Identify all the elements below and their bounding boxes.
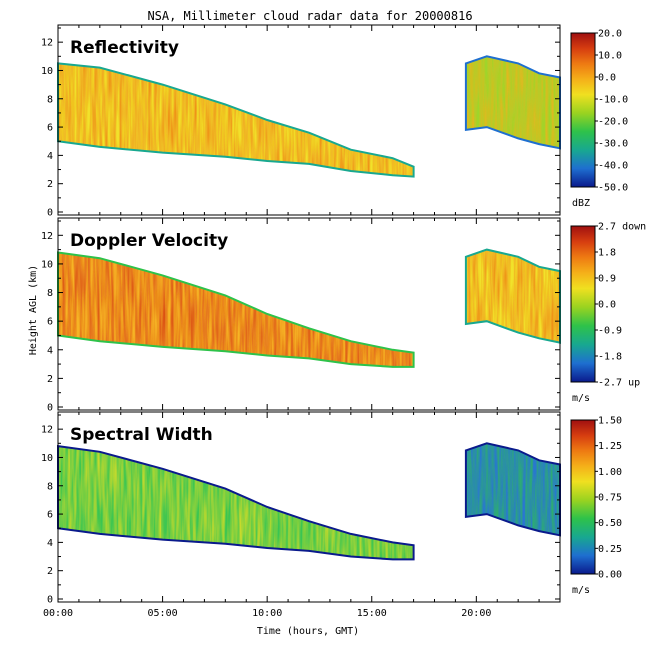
y-tick-label: 8 [47, 94, 53, 105]
y-tick-label: 12 [41, 425, 53, 436]
y-tick-label: 6 [47, 123, 53, 134]
figure-title: NSA, Millimeter cloud radar data for 200… [147, 9, 472, 23]
colorbar-label: -10.0 [598, 95, 628, 106]
panel-2: 0 2 4 6 8 10 12 Doppler Velocity 2.7 down 1.8 0.9 0… [41, 217, 646, 414]
y-tick-label: 6 [47, 317, 53, 328]
y-tick-label: 0 [47, 208, 53, 219]
colorbar-label: -2.7 up [598, 378, 640, 389]
y-tick-label: 8 [47, 288, 53, 299]
y-axis-label: Height AGL (km) [28, 265, 39, 355]
colorbar-label: -20.0 [598, 117, 628, 128]
colorbar-label: 0.50 [598, 518, 622, 529]
colorbar-label: 0.25 [598, 544, 622, 555]
cloud-layer-edge [57, 444, 415, 561]
x-tick-label: 10:00 [252, 608, 282, 619]
colorbar-label: -0.9 [598, 326, 622, 337]
x-tick-label: 20:00 [461, 608, 491, 619]
colorbar-label: 0.9 [598, 274, 616, 285]
cloud-layer-texture [465, 443, 560, 536]
y-tick-label: 6 [47, 510, 53, 521]
colorbar-label: -30.0 [598, 139, 628, 150]
colorbar-unit: m/s [572, 585, 590, 596]
cloud-layer-texture [58, 446, 414, 560]
cloud-layer-texture [465, 56, 560, 149]
y-tick-label: 12 [41, 231, 53, 242]
colorbar-label: 10.0 [598, 51, 622, 62]
y-tick-label: 10 [41, 453, 53, 464]
colorbar-label: 1.00 [598, 467, 622, 478]
y-tick-label: 4 [47, 538, 53, 549]
cloud-layer-texture [465, 249, 560, 343]
panel-title: Doppler Velocity [70, 231, 228, 251]
colorbar [570, 419, 596, 575]
y-tick-label: 2 [47, 566, 53, 577]
colorbar-unit: dBZ [572, 198, 590, 209]
colorbar [570, 225, 596, 383]
x-tick-label: 00:00 [43, 608, 73, 619]
x-axis-label: Time (hours, GMT) [257, 626, 359, 637]
y-tick-label: 8 [47, 481, 53, 492]
y-tick-label: 10 [41, 259, 53, 270]
y-tick-label: 10 [41, 66, 53, 77]
panel-3: 0 2 4 6 8 10 12 00:00 05:00 10:00 15:00 20:00 Spectr… [41, 411, 622, 619]
x-tick-label: 15:00 [357, 608, 387, 619]
panel-1: 0 2 4 6 8 10 12 Reflectivity 20.0 10.0 0.0 -10.0 -20… [41, 24, 628, 219]
y-tick-label: 12 [41, 38, 53, 49]
x-tick-label: 05:00 [148, 608, 178, 619]
colorbar-label: 0.0 [598, 73, 616, 84]
colorbar-label: -40.0 [598, 161, 628, 172]
y-tick-label: 4 [47, 345, 53, 356]
panel-title: Spectral Width [70, 425, 213, 445]
cloud-layer-texture [58, 63, 414, 177]
y-tick-label: 2 [47, 374, 53, 385]
panel-title: Reflectivity [70, 38, 179, 58]
colorbar-label: 2.7 down [598, 222, 646, 233]
y-tick-label: 0 [47, 595, 53, 606]
colorbar-label: -1.8 [598, 352, 622, 363]
cloud-layer-edge [57, 62, 415, 178]
cloud-layer-edge [57, 251, 415, 368]
colorbar-label: 1.50 [598, 416, 622, 427]
colorbar-label: 20.0 [598, 29, 622, 40]
colorbar-label: 0.0 [598, 300, 616, 311]
y-tick-label: 2 [47, 179, 53, 190]
cloud-layer-texture [58, 252, 414, 367]
colorbar-label: 0.75 [598, 493, 622, 504]
colorbar [570, 32, 596, 188]
y-tick-label: 0 [47, 403, 53, 414]
y-tick-label: 4 [47, 151, 53, 162]
colorbar-label: -50.0 [598, 183, 628, 194]
colorbar-label: 1.25 [598, 441, 622, 452]
colorbar-unit: m/s [572, 393, 590, 404]
colorbar-label: 0.00 [598, 570, 622, 581]
colorbar-label: 1.8 [598, 248, 616, 259]
